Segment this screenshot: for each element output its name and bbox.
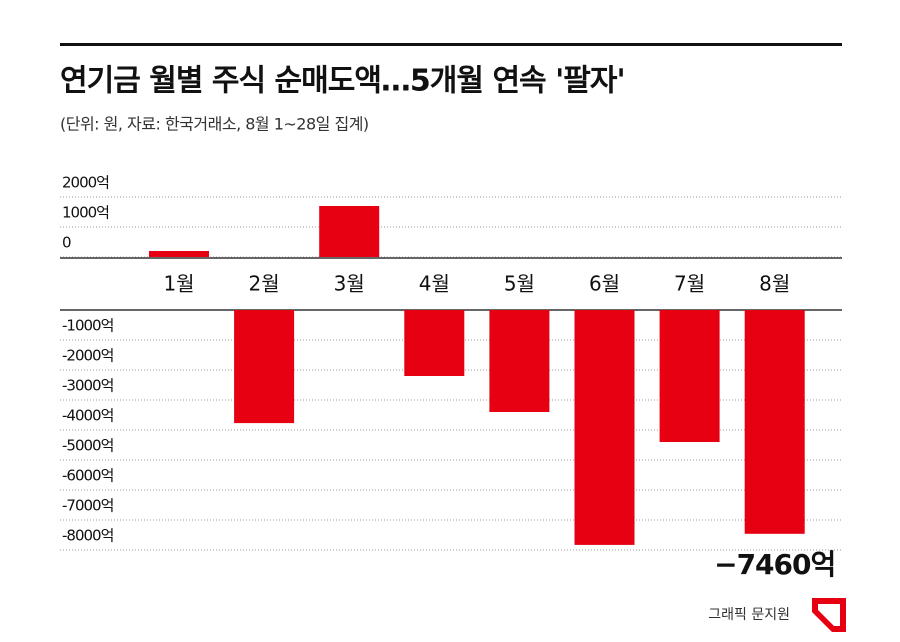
top-rule — [60, 43, 842, 46]
y-tick-label: 0 — [62, 234, 71, 252]
x-tick-label: 8월 — [759, 272, 790, 296]
y-tick-label: 2000억 — [62, 174, 109, 192]
bar — [404, 310, 465, 376]
bar — [234, 310, 295, 424]
x-tick-label: 3월 — [334, 272, 365, 296]
bar — [319, 206, 380, 257]
source: 그래픽 문지원 — [708, 607, 790, 623]
chart-title: 연기금 월별 주식 순매도액…5개월 연속 '팔자' — [60, 64, 625, 99]
x-tick-label: 5월 — [504, 272, 535, 296]
bar — [149, 251, 209, 257]
y-tick-label: -8000억 — [62, 527, 113, 545]
bar — [574, 310, 635, 545]
x-tick-label: 7월 — [674, 272, 705, 296]
bar — [659, 310, 720, 442]
chart-subtitle: (단위: 원, 자료: 한국거래소, 8월 1~28일 집계) — [60, 115, 369, 134]
x-tick-label: 1월 — [163, 272, 194, 296]
y-tick-label: -1000억 — [62, 317, 113, 335]
x-tick-label: 6월 — [589, 272, 620, 296]
y-tick-label: -2000억 — [62, 347, 113, 365]
y-tick-label: -7000억 — [62, 497, 113, 515]
y-tick-label: -4000억 — [62, 407, 113, 425]
logo — [812, 598, 846, 632]
bar — [744, 310, 805, 534]
value-label: −7460억 — [714, 548, 835, 581]
x-tick-label: 2월 — [249, 272, 280, 296]
y-tick-label: -5000억 — [62, 437, 113, 455]
x-tick-label: 4월 — [419, 272, 450, 296]
bar — [489, 310, 550, 412]
y-tick-label: -6000억 — [62, 467, 113, 485]
y-tick-label: -3000억 — [62, 377, 113, 395]
y-tick-label: 1000억 — [62, 204, 109, 222]
